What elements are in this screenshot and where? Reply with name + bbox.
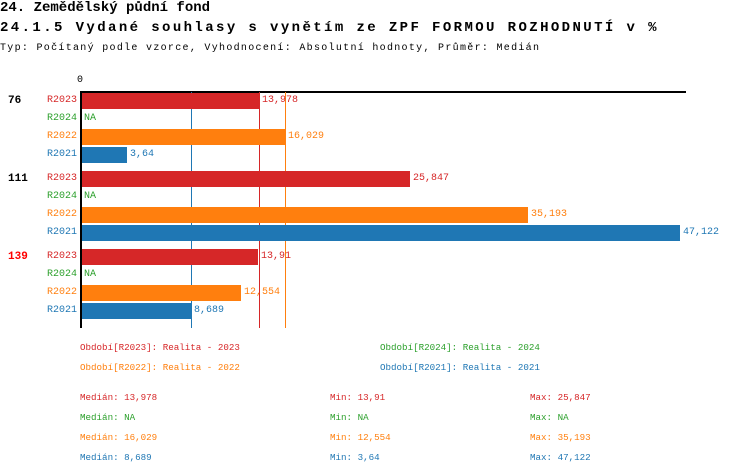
series-label: R2022 [47, 131, 78, 142]
stat-min: Min: 13,91 [330, 392, 386, 403]
series-label: R2021 [47, 305, 78, 316]
data-label: 16,029 [288, 131, 325, 142]
bar-r2022 [81, 285, 241, 301]
stat-median: Medián: 13,978 [80, 392, 158, 403]
stat-min: Min: 3,64 [330, 452, 380, 463]
series-label: R2024 [47, 113, 78, 124]
stat-min: Min: 12,554 [330, 432, 391, 443]
bar-r2022 [81, 207, 528, 223]
data-label: 13,91 [261, 251, 292, 262]
data-label: 3,64 [130, 149, 155, 160]
legend-item: Období[R2024]: Realita - 2024 [380, 342, 540, 353]
data-label: NA [84, 113, 97, 124]
bar-r2021 [81, 147, 127, 163]
data-label: 13,978 [262, 95, 299, 106]
stat-max: Max: 35,193 [530, 432, 591, 443]
group-label: 111 [8, 173, 28, 185]
series-label: R2022 [47, 287, 78, 298]
series-label: R2023 [47, 173, 78, 184]
data-label: 25,847 [413, 173, 450, 184]
stat-median: Medián: 16,029 [80, 432, 158, 443]
legend-item: Období[R2023]: Realita - 2023 [80, 342, 240, 353]
series-label: R2021 [47, 227, 78, 238]
bar-r2023 [81, 93, 259, 109]
bar-r2021 [81, 303, 191, 319]
data-label: NA [84, 191, 97, 202]
data-label: 12,554 [244, 287, 281, 298]
stat-median: Medián: NA [80, 412, 136, 423]
data-label: NA [84, 269, 97, 280]
data-label: 35,193 [531, 209, 568, 220]
group-label: 139 [8, 251, 28, 263]
chart-title: 24.1.5 Vydané souhlasy s vynětím ze ZPF … [0, 20, 659, 36]
legend-item: Období[R2022]: Realita - 2022 [80, 362, 240, 373]
series-label: R2023 [47, 95, 78, 106]
chart-info: Typ: Počítaný podle vzorce, Vyhodnocení:… [0, 43, 541, 54]
stat-min: Min: NA [330, 412, 369, 423]
y-axis-line [80, 92, 82, 328]
series-label: R2021 [47, 149, 78, 160]
series-label: R2024 [47, 191, 78, 202]
data-label: 47,122 [683, 227, 720, 238]
stat-max: Max: 47,122 [530, 452, 591, 463]
series-label: R2022 [47, 209, 78, 220]
series-label: R2023 [47, 251, 78, 262]
x-axis-line [80, 91, 686, 93]
bar-r2023 [81, 249, 258, 265]
bar-r2022 [81, 129, 285, 145]
series-label: R2024 [47, 269, 78, 280]
stat-median: Medián: 8,689 [80, 452, 152, 463]
bar-r2023 [81, 171, 410, 187]
bar-r2021 [81, 225, 680, 241]
group-label: 76 [8, 95, 22, 107]
legend-item: Období[R2021]: Realita - 2021 [380, 362, 540, 373]
x-tick-label: 0 [77, 75, 84, 86]
stat-max: Max: NA [530, 412, 569, 423]
stat-max: Max: 25,847 [530, 392, 591, 403]
page-title: 24. Zemědělský půdní fond [0, 0, 211, 16]
data-label: 8,689 [194, 305, 225, 316]
